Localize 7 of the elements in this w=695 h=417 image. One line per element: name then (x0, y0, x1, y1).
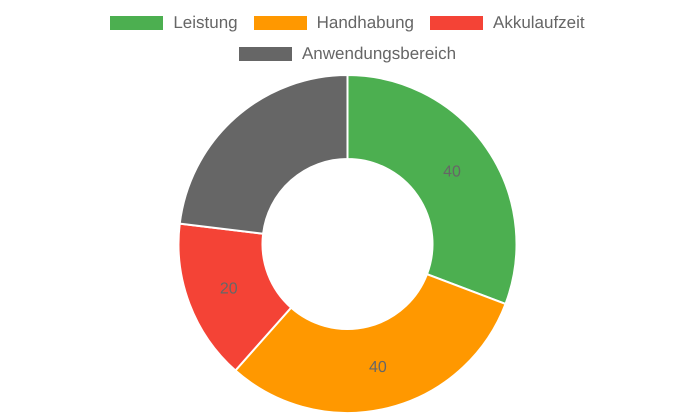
data-label: 40 (443, 163, 462, 180)
legend-label: Anwendungsbereich (302, 44, 456, 64)
legend-label: Akkulaufzeit (492, 12, 585, 32)
data-label: 40 (368, 358, 387, 376)
legend-label: Handhabung (316, 12, 414, 32)
legend-label: Leistung (173, 12, 238, 32)
data-label: 20 (220, 280, 238, 298)
